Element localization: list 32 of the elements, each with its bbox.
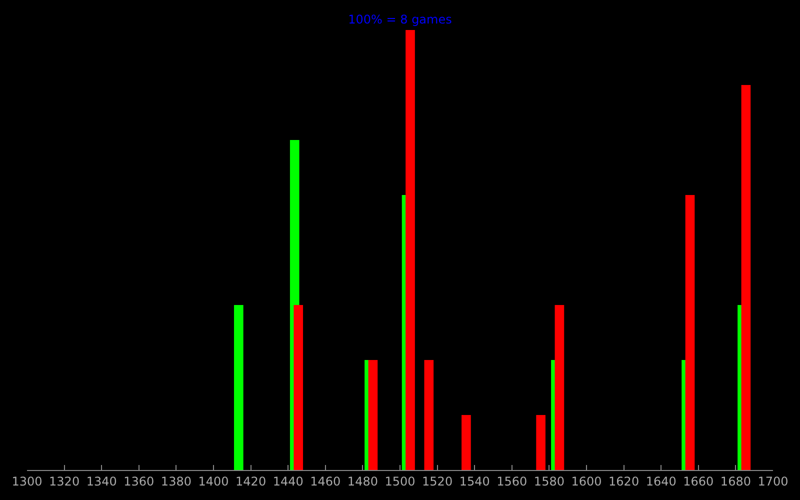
x-tick-label: 1560 (496, 474, 528, 488)
bar (368, 360, 378, 470)
x-tick-label: 1420 (236, 474, 266, 488)
x-tick-label: 1580 (534, 474, 564, 488)
x-tick-label: 1380 (160, 474, 192, 488)
bar (741, 85, 751, 470)
bar (234, 305, 244, 470)
x-tick-label: 1620 (608, 474, 640, 488)
x-tick-label: 1440 (272, 474, 304, 488)
bar (685, 195, 695, 470)
bar (424, 360, 434, 470)
bar (406, 30, 415, 470)
x-tick-label: 1680 (720, 474, 751, 488)
bar (462, 415, 471, 470)
x-tick-label: 1320 (49, 474, 80, 488)
x-tick-label: 1300 (12, 474, 42, 488)
x-tick-label: 1340 (86, 474, 117, 488)
bar (294, 305, 304, 470)
x-tick-label: 1700 (758, 474, 788, 488)
x-tick-label: 1640 (646, 474, 676, 488)
bar (554, 305, 564, 470)
x-tick-label: 1600 (571, 474, 602, 488)
x-tick-label: 1520 (422, 474, 453, 488)
x-tick-label: 1400 (198, 474, 229, 488)
chart-title: 100% = 8 games (348, 12, 452, 26)
bar (536, 415, 546, 470)
x-tick-label: 1540 (459, 474, 490, 488)
x-tick-label: 1360 (124, 474, 154, 488)
x-tick-label: 1460 (310, 474, 341, 488)
x-tick-label: 1660 (683, 474, 714, 488)
x-tick-label: 1480 (347, 474, 378, 488)
x-tick-label: 1500 (384, 474, 416, 488)
